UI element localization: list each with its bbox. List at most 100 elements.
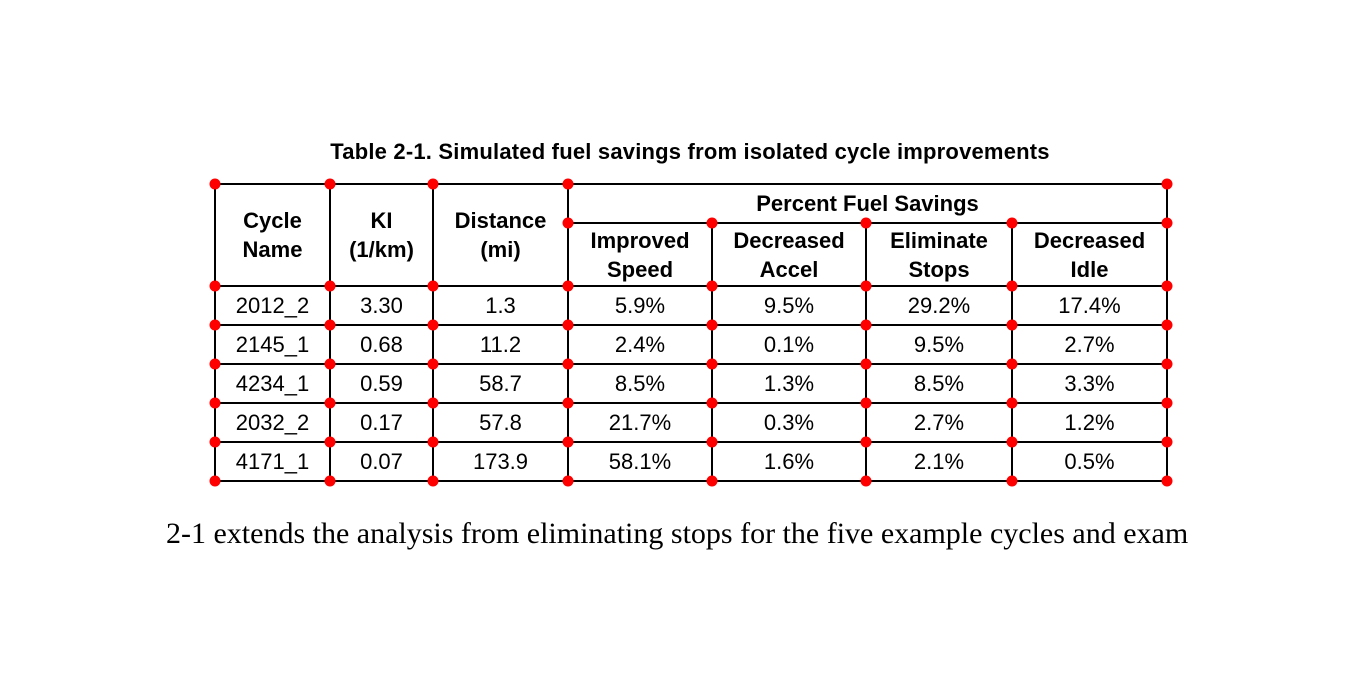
table-cell: 1.6% — [711, 441, 867, 482]
col-header-ki: KI (1/km) — [329, 183, 434, 287]
col-header-eliminate-stops: Eliminate Stops — [865, 222, 1013, 287]
table-cell: 3.30 — [329, 285, 434, 326]
table-cell: 2.7% — [865, 402, 1013, 443]
grid-intersection-dot — [1006, 280, 1018, 292]
grid-intersection-dot — [860, 280, 872, 292]
grid-intersection-dot — [562, 217, 574, 229]
table-row: 4234_1 0.59 58.7 8.5% 1.3% 8.5% 3.3% — [214, 363, 1168, 404]
col-header-decreased-accel: Decreased Accel — [711, 222, 867, 287]
grid-intersection-dot — [324, 475, 336, 487]
table-cell: 0.68 — [329, 324, 434, 365]
grid-intersection-dot — [1006, 319, 1018, 331]
grid-intersection-dot — [1006, 217, 1018, 229]
table-cell: 3.3% — [1011, 363, 1168, 404]
table-cell: 0.1% — [711, 324, 867, 365]
table-cell: 2012_2 — [214, 285, 331, 326]
grid-intersection-dot — [324, 319, 336, 331]
body-text-line: e2-1 extends the analysis from eliminati… — [155, 516, 1188, 551]
grid-intersection-dot — [1006, 397, 1018, 409]
grid-intersection-dot — [209, 280, 221, 292]
grid-intersection-dot — [1161, 358, 1173, 370]
grid-intersection-dot — [324, 178, 336, 190]
grid-intersection-dot — [562, 436, 574, 448]
grid-intersection-dot — [1161, 280, 1173, 292]
table-cell: 2.1% — [865, 441, 1013, 482]
grid-intersection-dot — [860, 475, 872, 487]
grid-intersection-dot — [562, 280, 574, 292]
fuel-savings-table: Cycle Name KI (1/km) Distance (mi) Perce… — [214, 183, 1168, 482]
table-cell: 21.7% — [567, 402, 713, 443]
table-cell: 4234_1 — [214, 363, 331, 404]
table-cell: 9.5% — [711, 285, 867, 326]
table-cell: 2.4% — [567, 324, 713, 365]
grid-intersection-dot — [1161, 397, 1173, 409]
grid-intersection-dot — [706, 319, 718, 331]
table-wrapper: Cycle Name KI (1/km) Distance (mi) Perce… — [209, 178, 1173, 487]
grid-intersection-dot — [706, 217, 718, 229]
grid-intersection-dot — [562, 358, 574, 370]
grid-intersection-dot — [427, 397, 439, 409]
grid-intersection-dot — [324, 397, 336, 409]
grid-intersection-dot — [860, 319, 872, 331]
grid-intersection-dot — [562, 397, 574, 409]
clipped-letter: e — [155, 516, 160, 550]
table-cell: 1.3% — [711, 363, 867, 404]
table-cell: 1.3 — [432, 285, 569, 326]
body-text: 2-1 extends the analysis from eliminatin… — [166, 517, 1189, 550]
grid-intersection-dot — [427, 358, 439, 370]
table-row: 2145_1 0.68 11.2 2.4% 0.1% 9.5% 2.7% — [214, 324, 1168, 365]
grid-intersection-dot — [209, 397, 221, 409]
table-cell: 0.17 — [329, 402, 434, 443]
grid-intersection-dot — [706, 358, 718, 370]
table-cell: 57.8 — [432, 402, 569, 443]
col-header-cycle-name: Cycle Name — [214, 183, 331, 287]
col-header-improved-speed: Improved Speed — [567, 222, 713, 287]
table-cell: 8.5% — [567, 363, 713, 404]
grid-intersection-dot — [324, 436, 336, 448]
table-row: 2012_2 3.30 1.3 5.9% 9.5% 29.2% 17.4% — [214, 285, 1168, 326]
grid-intersection-dot — [1161, 436, 1173, 448]
grid-intersection-dot — [209, 178, 221, 190]
table-cell: 58.7 — [432, 363, 569, 404]
table-cell: 2.7% — [1011, 324, 1168, 365]
grid-intersection-dot — [427, 436, 439, 448]
grid-intersection-dot — [860, 358, 872, 370]
table-cell: 29.2% — [865, 285, 1013, 326]
grid-intersection-dot — [324, 358, 336, 370]
grid-intersection-dot — [209, 475, 221, 487]
table-cell: 5.9% — [567, 285, 713, 326]
table-cell: 9.5% — [865, 324, 1013, 365]
table-cell: 0.5% — [1011, 441, 1168, 482]
grid-intersection-dot — [209, 436, 221, 448]
grid-intersection-dot — [706, 397, 718, 409]
table-cell: 58.1% — [567, 441, 713, 482]
grid-intersection-dot — [324, 280, 336, 292]
table-cell: 11.2 — [432, 324, 569, 365]
grid-intersection-dot — [562, 178, 574, 190]
table-cell: 0.3% — [711, 402, 867, 443]
group-header-percent-fuel-savings: Percent Fuel Savings — [567, 183, 1168, 224]
col-header-distance: Distance (mi) — [432, 183, 569, 287]
grid-intersection-dot — [427, 178, 439, 190]
grid-intersection-dot — [427, 475, 439, 487]
table-cell: 17.4% — [1011, 285, 1168, 326]
grid-intersection-dot — [1161, 178, 1173, 190]
table-cell: 2032_2 — [214, 402, 331, 443]
grid-intersection-dot — [706, 475, 718, 487]
table-cell: 2145_1 — [214, 324, 331, 365]
grid-intersection-dot — [1006, 436, 1018, 448]
grid-intersection-dot — [860, 397, 872, 409]
table-caption: Table 2-1. Simulated fuel savings from i… — [330, 139, 1050, 164]
grid-intersection-dot — [860, 217, 872, 229]
table-cell: 0.07 — [329, 441, 434, 482]
grid-intersection-dot — [209, 358, 221, 370]
grid-intersection-dot — [562, 475, 574, 487]
col-header-decreased-idle: Decreased Idle — [1011, 222, 1168, 287]
grid-intersection-dot — [1161, 319, 1173, 331]
table-row: 4171_1 0.07 173.9 58.1% 1.6% 2.1% 0.5% — [214, 441, 1168, 482]
grid-intersection-dot — [562, 319, 574, 331]
grid-intersection-dot — [1006, 475, 1018, 487]
grid-intersection-dot — [427, 319, 439, 331]
grid-intersection-dot — [706, 280, 718, 292]
grid-intersection-dot — [706, 436, 718, 448]
